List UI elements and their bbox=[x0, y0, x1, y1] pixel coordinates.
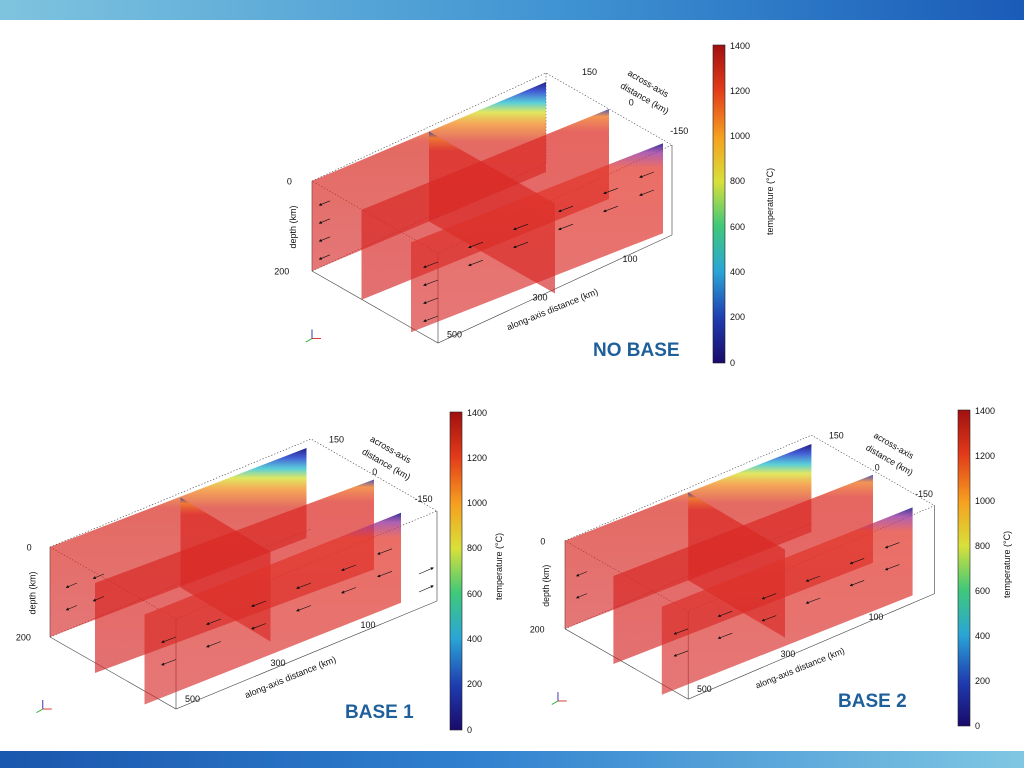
depth-tick-0: 0 bbox=[287, 177, 292, 187]
along-tick-500: 500 bbox=[185, 694, 200, 704]
across-tick-0: 0 bbox=[372, 467, 377, 477]
cb-tick-1000: 1000 bbox=[467, 498, 487, 508]
panel-base-2: 0 200 depth (km) 500 300 100 along-axis … bbox=[530, 430, 936, 705]
depth-axis-label: depth (km) bbox=[28, 571, 38, 614]
along-tick-100: 100 bbox=[361, 620, 376, 630]
cb-tick-200: 200 bbox=[467, 679, 482, 689]
depth-tick-200: 200 bbox=[530, 624, 545, 634]
depth-tick-0: 0 bbox=[540, 536, 545, 546]
along-tick-500: 500 bbox=[697, 684, 712, 694]
along-tick-500: 500 bbox=[447, 330, 462, 340]
panel-title-base-1: BASE 1 bbox=[345, 702, 414, 723]
cb-tick-0: 0 bbox=[730, 358, 735, 368]
slice-front bbox=[144, 512, 401, 705]
colorbar-label: temperature (°C) bbox=[1002, 531, 1012, 598]
across-tick-minus150: -150 bbox=[415, 494, 433, 504]
across-tick-150: 150 bbox=[829, 431, 844, 441]
velocity-arrows bbox=[575, 542, 900, 657]
colorbar-base-2: 1400 1200 1000 800 600 400 200 0 tempera… bbox=[957, 406, 1012, 731]
along-tick-100: 100 bbox=[869, 612, 884, 622]
panel-no-base: 0 200 depth (km) 500 300 100 along-axis … bbox=[274, 67, 688, 344]
along-axis-label: along-axis distance (km) bbox=[243, 654, 337, 700]
along-tick-100: 100 bbox=[623, 254, 638, 264]
cb-tick-800: 800 bbox=[730, 176, 745, 186]
velocity-arrows bbox=[65, 548, 434, 666]
cb-tick-400: 400 bbox=[975, 631, 990, 641]
cb-tick-600: 600 bbox=[467, 589, 482, 599]
cb-tick-1200: 1200 bbox=[730, 86, 750, 96]
along-tick-300: 300 bbox=[271, 658, 286, 668]
cb-tick-600: 600 bbox=[730, 222, 745, 232]
cb-tick-200: 200 bbox=[975, 676, 990, 686]
colorbar-label: temperature (°C) bbox=[765, 168, 775, 235]
across-tick-minus150: -150 bbox=[915, 489, 933, 499]
cb-tick-0: 0 bbox=[467, 725, 472, 735]
slice-front bbox=[661, 507, 913, 695]
cb-tick-400: 400 bbox=[467, 634, 482, 644]
colorbar-base-1: 1400 1200 1000 800 600 400 200 0 tempera… bbox=[449, 408, 504, 735]
panel-title-no-base: NO BASE bbox=[593, 340, 680, 361]
slice-front bbox=[411, 143, 663, 333]
header-band bbox=[0, 0, 1024, 20]
footer-band bbox=[0, 751, 1024, 768]
orientation-triad-icon bbox=[551, 692, 567, 705]
colorbar-no-base: 1400 1200 1000 800 600 400 200 0 tempera… bbox=[712, 41, 775, 368]
cb-tick-1400: 1400 bbox=[467, 408, 487, 418]
depth-tick-200: 200 bbox=[16, 633, 31, 643]
across-tick-150: 150 bbox=[329, 435, 344, 445]
cb-tick-200: 200 bbox=[730, 312, 745, 322]
orientation-triad-icon bbox=[36, 700, 52, 713]
panel-title-base-2: BASE 2 bbox=[838, 691, 907, 712]
along-tick-300: 300 bbox=[533, 293, 548, 303]
cb-tick-1000: 1000 bbox=[975, 496, 995, 506]
depth-axis-label: depth (km) bbox=[288, 205, 298, 248]
colorbar-label: temperature (°C) bbox=[494, 533, 504, 600]
along-tick-300: 300 bbox=[781, 649, 796, 659]
cb-tick-400: 400 bbox=[730, 267, 745, 277]
panel-base-1: 0 200 depth (km) 500 300 100 along-axis … bbox=[16, 434, 438, 713]
cb-tick-600: 600 bbox=[975, 586, 990, 596]
depth-axis-label: depth (km) bbox=[541, 565, 551, 607]
cb-tick-0: 0 bbox=[975, 721, 980, 731]
orientation-triad-icon bbox=[305, 329, 322, 343]
depth-tick-0: 0 bbox=[27, 543, 32, 553]
across-tick-0: 0 bbox=[629, 97, 634, 107]
cb-tick-800: 800 bbox=[467, 543, 482, 553]
cb-tick-1000: 1000 bbox=[730, 131, 750, 141]
across-tick-0: 0 bbox=[875, 462, 880, 472]
across-tick-minus150: -150 bbox=[670, 126, 688, 136]
cb-tick-1400: 1400 bbox=[975, 406, 995, 416]
velocity-arrows bbox=[318, 171, 655, 322]
depth-tick-200: 200 bbox=[274, 267, 289, 277]
cb-tick-1200: 1200 bbox=[467, 453, 487, 463]
cb-tick-1400: 1400 bbox=[730, 41, 750, 51]
cb-tick-800: 800 bbox=[975, 541, 990, 551]
across-tick-150: 150 bbox=[582, 67, 597, 77]
cb-tick-1200: 1200 bbox=[975, 451, 995, 461]
along-axis-label: along-axis distance (km) bbox=[505, 286, 599, 332]
